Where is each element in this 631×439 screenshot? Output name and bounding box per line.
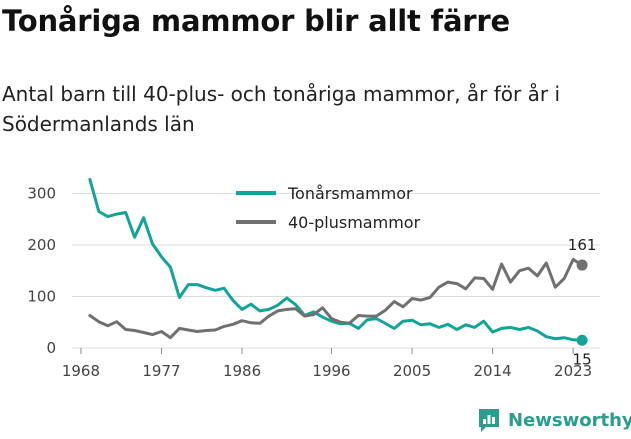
y-axis: 0 100 200 300	[27, 184, 56, 357]
series-line-forty	[88, 257, 584, 340]
chart-subtitle: Antal barn till 40-plus- och tonåriga ma…	[2, 82, 561, 136]
x-tick-label: 2023	[554, 362, 592, 380]
y-tick-label: 200	[27, 236, 56, 254]
brand-logo[interactable]: Newsworthy	[476, 407, 631, 433]
series-lines	[88, 178, 584, 342]
newsworthy-logo-icon	[479, 409, 499, 432]
x-tick-label: 1986	[223, 362, 261, 380]
y-tick-label: 0	[46, 339, 56, 357]
end-point	[576, 334, 588, 346]
series-line-teen	[88, 178, 584, 342]
x-tick-label: 1968	[62, 362, 100, 380]
brand-name: Newsworthy	[508, 409, 631, 431]
end-point	[576, 259, 588, 271]
x-tick-label: 2005	[393, 362, 431, 380]
x-tick-label: 2014	[474, 362, 512, 380]
x-tick-label: 1977	[142, 362, 180, 380]
legend: Tonårsmammor 40-plusmammor	[236, 184, 421, 232]
end-label: 15	[573, 350, 592, 368]
legend-label: Tonårsmammor	[287, 184, 413, 203]
chart-title: Tonåriga mammor blir allt färre	[2, 4, 510, 38]
end-labels: 15 161	[568, 236, 597, 368]
y-tick-label: 300	[27, 184, 56, 202]
x-tick-label: 1996	[312, 362, 350, 380]
legend-label: 40-plusmammor	[288, 213, 421, 232]
end-label: 161	[568, 236, 597, 254]
x-axis: 1968 1977 1986 1996 2005 2014 2023	[62, 348, 592, 380]
grid-lines	[72, 192, 600, 349]
y-tick-label: 100	[27, 287, 56, 305]
